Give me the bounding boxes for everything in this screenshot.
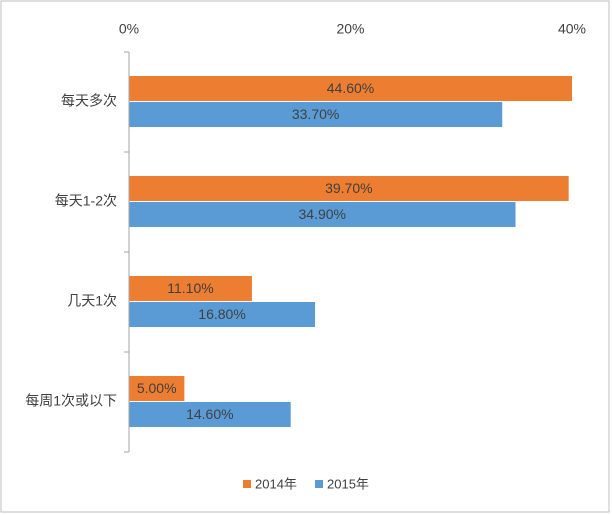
data-label: 33.70% xyxy=(292,106,339,122)
x-tick-label: 40% xyxy=(558,21,586,37)
bar xyxy=(129,176,569,201)
legend-swatch xyxy=(315,480,323,488)
legend-label: 2015年 xyxy=(327,476,369,491)
x-tick-label: 0% xyxy=(119,21,139,37)
bar xyxy=(129,102,503,127)
data-label: 34.90% xyxy=(299,206,346,222)
bar xyxy=(129,376,185,401)
data-label: 14.60% xyxy=(186,406,233,422)
legend-swatch xyxy=(243,480,251,488)
data-label: 44.60% xyxy=(327,80,374,96)
bar xyxy=(129,276,252,301)
data-label: 16.80% xyxy=(198,306,245,322)
y-tick-label: 每天多次 xyxy=(61,93,117,109)
legend-label: 2014年 xyxy=(255,476,297,491)
y-tick-label: 几天1次 xyxy=(67,293,117,309)
x-tick-label: 20% xyxy=(336,21,364,37)
data-label: 5.00% xyxy=(137,380,177,396)
bar xyxy=(129,402,291,427)
data-label: 11.10% xyxy=(167,280,213,296)
bar xyxy=(129,302,316,327)
y-tick-label: 每周1次或以下 xyxy=(25,393,117,409)
data-label: 39.70% xyxy=(325,180,372,196)
plot-area xyxy=(129,76,572,427)
bar xyxy=(129,76,572,101)
bar xyxy=(129,202,516,227)
y-tick-label: 每天1-2次 xyxy=(55,193,117,209)
